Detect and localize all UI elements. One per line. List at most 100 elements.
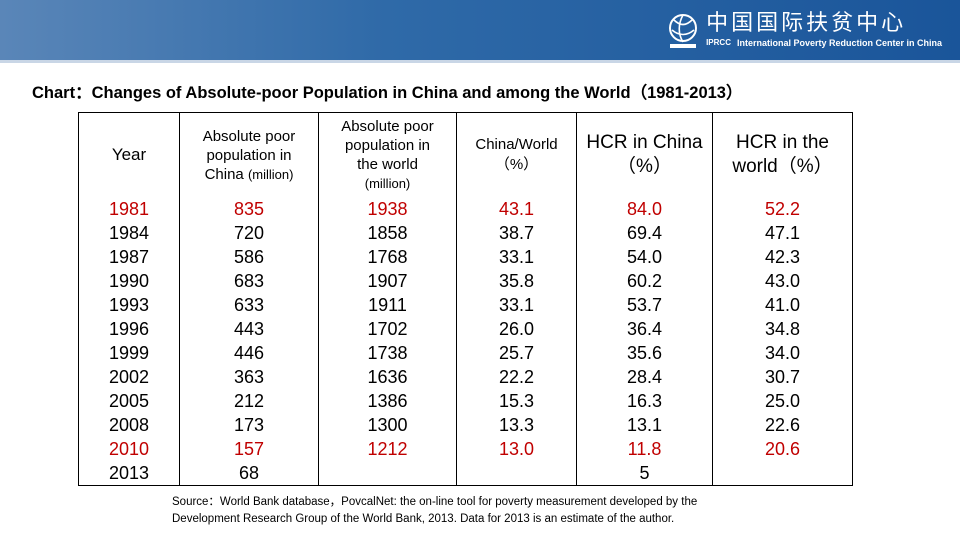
cell-hcr-china: 5 — [576, 461, 713, 486]
cell-ratio: 15.3 — [456, 389, 577, 413]
cell-china: 835 — [179, 197, 319, 221]
source-line-1: Source：World Bank database，PovcalNet: th… — [172, 496, 698, 508]
cell-hcr-world: 25.0 — [712, 389, 853, 413]
cell-china: 157 — [179, 437, 319, 461]
source-note: Source：World Bank database，PovcalNet: th… — [172, 494, 812, 528]
cell-ratio: 33.1 — [456, 293, 577, 317]
cell-year: 1987 — [78, 245, 180, 269]
cell-world: 1911 — [318, 293, 457, 317]
cell-hcr-china: 60.2 — [576, 269, 713, 293]
cell-china: 586 — [179, 245, 319, 269]
cell-ratio — [456, 461, 577, 486]
cell-china: 212 — [179, 389, 319, 413]
cell-ratio: 35.8 — [456, 269, 577, 293]
table-row: 1987 586 1768 33.1 54.0 42.3 — [78, 245, 853, 269]
globe-logo-icon — [666, 10, 700, 50]
cell-china: 173 — [179, 413, 319, 437]
table-row: 1984 720 1858 38.7 69.4 47.1 — [78, 221, 853, 245]
cell-hcr-world: 41.0 — [712, 293, 853, 317]
cell-world: 1300 — [318, 413, 457, 437]
cell-hcr-world: 34.0 — [712, 341, 853, 365]
cell-china: 633 — [179, 293, 319, 317]
cell-hcr-china: 16.3 — [576, 389, 713, 413]
cell-hcr-world: 43.0 — [712, 269, 853, 293]
cell-world: 1938 — [318, 197, 457, 221]
cell-hcr-china: 54.0 — [576, 245, 713, 269]
cell-ratio: 13.0 — [456, 437, 577, 461]
table-row: 1999 446 1738 25.7 35.6 34.0 — [78, 341, 853, 365]
table-header-row: Year Absolute poor population in China (… — [78, 112, 853, 197]
cell-world: 1907 — [318, 269, 457, 293]
cell-hcr-china: 11.8 — [576, 437, 713, 461]
table-row: 1993 633 1911 33.1 53.7 41.0 — [78, 293, 853, 317]
col-header-china-world-ratio: China/World （%） — [456, 112, 577, 197]
col-header-world-absolute: Absolute poor population in the world (m… — [318, 112, 457, 197]
cell-year: 2005 — [78, 389, 180, 413]
cell-hcr-china: 28.4 — [576, 365, 713, 389]
cell-year: 1981 — [78, 197, 180, 221]
cell-hcr-china: 36.4 — [576, 317, 713, 341]
cell-ratio: 22.2 — [456, 365, 577, 389]
cell-hcr-china: 69.4 — [576, 221, 713, 245]
cell-ratio: 38.7 — [456, 221, 577, 245]
cell-china: 446 — [179, 341, 319, 365]
cell-world — [318, 461, 457, 486]
table-row: 2013 68 5 — [78, 461, 853, 486]
cell-ratio: 26.0 — [456, 317, 577, 341]
table-row: 2002 363 1636 22.2 28.4 30.7 — [78, 365, 853, 389]
cell-hcr-world: 52.2 — [712, 197, 853, 221]
cell-world: 1636 — [318, 365, 457, 389]
chart-title: Chart：Changes of Absolute-poor Populatio… — [32, 84, 743, 102]
iprcc-logo: 中国国际扶贫中心 IPRCC International Poverty Red… — [666, 6, 942, 54]
cell-hcr-world: 34.8 — [712, 317, 853, 341]
cell-year: 1993 — [78, 293, 180, 317]
cell-hcr-china: 84.0 — [576, 197, 713, 221]
cell-ratio: 25.7 — [456, 341, 577, 365]
col-header-hcr-china: HCR in China （%） — [576, 112, 713, 197]
cell-world: 1858 — [318, 221, 457, 245]
col-header-hcr-world: HCR in the world（%） — [712, 112, 853, 197]
cell-world: 1738 — [318, 341, 457, 365]
cell-world: 1212 — [318, 437, 457, 461]
cell-ratio: 33.1 — [456, 245, 577, 269]
header-banner: 中国国际扶贫中心 IPRCC International Poverty Red… — [0, 0, 960, 60]
logo-english-name: International Poverty Reduction Center i… — [736, 38, 942, 48]
table-body: 1981 835 1938 43.1 84.0 52.2 1984 720 1858 38.7 69… — [78, 197, 853, 486]
cell-year: 2010 — [78, 437, 180, 461]
cell-ratio: 43.1 — [456, 197, 577, 221]
cell-china: 720 — [179, 221, 319, 245]
cell-year: 2002 — [78, 365, 180, 389]
cell-ratio: 13.3 — [456, 413, 577, 437]
cell-world: 1386 — [318, 389, 457, 413]
cell-hcr-world: 30.7 — [712, 365, 853, 389]
source-line-2: Development Research Group of the World … — [172, 513, 675, 525]
cell-china: 443 — [179, 317, 319, 341]
cell-hcr-world — [712, 461, 853, 486]
col-header-year: Year — [78, 112, 180, 197]
cell-china: 363 — [179, 365, 319, 389]
table-row: 2010 157 1212 13.0 11.8 20.6 — [78, 437, 853, 461]
cell-hcr-world: 42.3 — [712, 245, 853, 269]
cell-hcr-world: 20.6 — [712, 437, 853, 461]
cell-year: 1984 — [78, 221, 180, 245]
cell-year: 1999 — [78, 341, 180, 365]
cell-world: 1768 — [318, 245, 457, 269]
table-row: 1996 443 1702 26.0 36.4 34.8 — [78, 317, 853, 341]
cell-year: 1996 — [78, 317, 180, 341]
cell-china: 683 — [179, 269, 319, 293]
cell-year: 2008 — [78, 413, 180, 437]
table-row: 1990 683 1907 35.8 60.2 43.0 — [78, 269, 853, 293]
cell-hcr-china: 53.7 — [576, 293, 713, 317]
table-row: 2005 212 1386 15.3 16.3 25.0 — [78, 389, 853, 413]
cell-year: 1990 — [78, 269, 180, 293]
cell-hcr-world: 22.6 — [712, 413, 853, 437]
cell-world: 1702 — [318, 317, 457, 341]
cell-year: 2013 — [78, 461, 180, 486]
cell-hcr-world: 47.1 — [712, 221, 853, 245]
logo-chinese-name: 中国国际扶贫中心 — [706, 11, 907, 36]
table-row: 2008 173 1300 13.3 13.1 22.6 — [78, 413, 853, 437]
table-row: 1981 835 1938 43.1 84.0 52.2 — [78, 197, 853, 221]
cell-hcr-china: 13.1 — [576, 413, 713, 437]
col-header-china-absolute: Absolute poor population in China (milli… — [179, 112, 319, 197]
cell-china: 68 — [179, 461, 319, 486]
